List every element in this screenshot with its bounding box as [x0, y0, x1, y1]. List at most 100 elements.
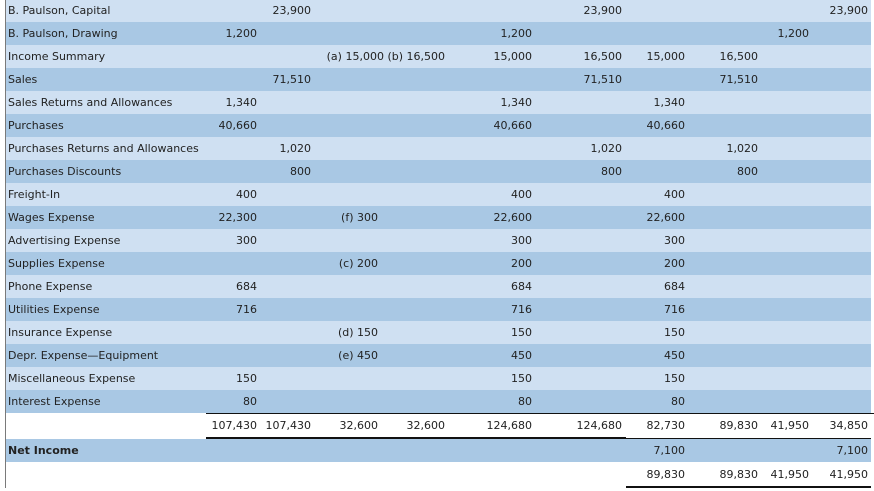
account-label: Insurance Expense: [8, 326, 113, 339]
amount-is-dr: 22,600: [646, 211, 686, 224]
amount-tb-dr: 300: [236, 234, 257, 247]
amount-adj-dr: (f) 300: [341, 211, 378, 224]
amount-tb-dr: 22,300: [218, 211, 258, 224]
amount-is-dr: 150: [664, 372, 685, 385]
table-row: Phone Expense 684 684 684: [5, 275, 871, 298]
amount-atb-dr: 1,200: [500, 27, 533, 40]
amount-is-cr: 71,510: [719, 73, 759, 86]
table-row: Utilities Expense 716 716 716: [5, 298, 871, 321]
amount-atb-dr: 1,340: [500, 96, 533, 109]
amount-atb-cr: 1,020: [590, 142, 623, 155]
amount-bs-cr: 7,100: [836, 444, 869, 457]
account-label: Miscellaneous Expense: [8, 372, 136, 385]
amount-atb-dr: 15,000: [493, 50, 533, 63]
table-row: Supplies Expense (c) 200 200 200: [5, 252, 871, 275]
table-row: Depr. Expense—Equipment (e) 450 450 450: [5, 344, 871, 367]
table-row: Income Summary (a) 15,000 (b) 16,500 15,00…: [5, 45, 871, 68]
amount-atb-dr: 22,600: [493, 211, 533, 224]
amount-adj-cr: 32,600: [406, 419, 446, 432]
account-label: Wages Expense: [8, 211, 95, 224]
amount-is-cr: 800: [737, 165, 758, 178]
amount-is-dr: 80: [671, 395, 685, 408]
amount-atb-dr: 200: [511, 257, 532, 270]
amount-is-dr: 1,340: [653, 96, 686, 109]
table-row: Purchases Returns and Allowances 1,020 1,0…: [5, 137, 871, 160]
table-row: B. Paulson, Capital 23,900 23,900 23,900: [5, 0, 871, 22]
account-label: Income Summary: [8, 50, 106, 63]
total-rule: [626, 438, 871, 439]
amount-tb-dr: 684: [236, 280, 257, 293]
table-row: Wages Expense 22,300 (f) 300 22,600 22,600: [5, 206, 871, 229]
amount-tb-dr: 1,200: [225, 27, 258, 40]
amount-is-dr: 7,100: [653, 444, 686, 457]
amount-tb-dr: 150: [236, 372, 257, 385]
table-row: Miscellaneous Expense 150 150 150: [5, 367, 871, 390]
amount-adj-dr: 32,600: [339, 419, 379, 432]
amount-tb-dr: 80: [243, 395, 257, 408]
amount-is-cr: 1,020: [726, 142, 759, 155]
amount-is-dr: 15,000: [646, 50, 686, 63]
table-row: 107,430 107,430 32,600 32,600 124,680 124,680…: [5, 413, 871, 439]
amount-tb-dr: 107,430: [211, 419, 258, 432]
total-rule: [206, 413, 874, 414]
total-rule: [626, 486, 871, 488]
amount-tb-dr: 400: [236, 188, 257, 201]
amount-is-dr: 450: [664, 349, 685, 362]
amount-bs-cr: 23,900: [829, 4, 869, 17]
amount-is-dr: 716: [664, 303, 685, 316]
account-label: Purchases Returns and Allowances: [8, 142, 199, 155]
account-label: Freight-In: [8, 188, 61, 201]
table-row: 89,830 89,830 41,950 41,950: [5, 462, 871, 488]
amount-is-cr: 89,830: [719, 468, 759, 481]
amount-tb-cr: 107,430: [265, 419, 312, 432]
account-label: Interest Expense: [8, 395, 101, 408]
amount-tb-dr: 40,660: [218, 119, 258, 132]
left-border: [5, 0, 6, 488]
amount-tb-cr: 71,510: [272, 73, 312, 86]
account-label: B. Paulson, Drawing: [8, 27, 118, 40]
account-label: B. Paulson, Capital: [8, 4, 111, 17]
amount-is-dr: 300: [664, 234, 685, 247]
amount-bs-cr: 41,950: [829, 468, 869, 481]
amount-is-dr: 89,830: [646, 468, 686, 481]
account-label: Advertising Expense: [8, 234, 121, 247]
table-row: Sales Returns and Allowances 1,340 1,340 1,…: [5, 91, 871, 114]
amount-tb-dr: 1,340: [225, 96, 258, 109]
amount-bs-cr: 34,850: [829, 419, 869, 432]
amount-is-dr: 40,660: [646, 119, 686, 132]
table-row: Net Income 7,100 7,100: [5, 439, 871, 462]
amount-atb-dr: 300: [511, 234, 532, 247]
amount-tb-dr: 716: [236, 303, 257, 316]
account-label: Net Income: [8, 444, 79, 457]
amount-tb-cr: 800: [290, 165, 311, 178]
account-label: Phone Expense: [8, 280, 93, 293]
account-label: Sales: [8, 73, 38, 86]
amount-atb-dr: 80: [518, 395, 532, 408]
amount-atb-dr: 684: [511, 280, 532, 293]
amount-adj-dr: (c) 200: [338, 257, 378, 270]
account-label: Supplies Expense: [8, 257, 105, 270]
amount-adj-both: (a) 15,000 (b) 16,500: [326, 50, 445, 63]
amount-is-dr: 684: [664, 280, 685, 293]
amount-bs-dr: 41,950: [770, 419, 810, 432]
amount-atb-cr: 124,680: [576, 419, 623, 432]
amount-is-dr: 200: [664, 257, 685, 270]
table-row: Sales 71,510 71,510 71,510: [5, 68, 871, 91]
amount-atb-dr: 40,660: [493, 119, 533, 132]
amount-atb-dr: 150: [511, 326, 532, 339]
account-label: Utilities Expense: [8, 303, 100, 316]
table-row: Freight-In 400 400 400: [5, 183, 871, 206]
table-row: Insurance Expense (d) 150 150 150: [5, 321, 871, 344]
amount-is-cr: 16,500: [719, 50, 759, 63]
amount-atb-dr: 124,680: [486, 419, 533, 432]
table-row: Interest Expense 80 80 80: [5, 390, 871, 413]
amount-tb-cr: 23,900: [272, 4, 312, 17]
account-label: Sales Returns and Allowances: [8, 96, 173, 109]
account-label: Depr. Expense—Equipment: [8, 349, 159, 362]
amount-adj-dr: (d) 150: [337, 326, 378, 339]
amount-atb-dr: 450: [511, 349, 532, 362]
amount-atb-dr: 150: [511, 372, 532, 385]
amount-atb-cr: 23,900: [583, 4, 623, 17]
amount-is-dr: 400: [664, 188, 685, 201]
